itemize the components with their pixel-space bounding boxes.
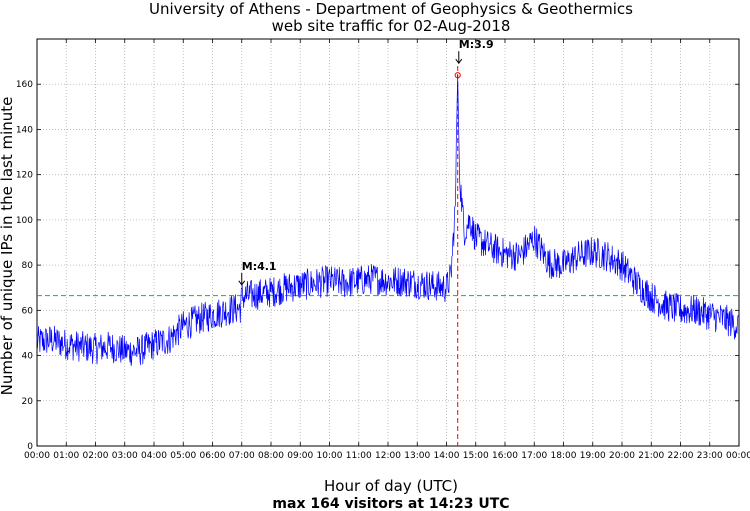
- x-axis-label: Hour of day (UTC): [324, 477, 458, 495]
- x-tick-label: 08:00: [258, 451, 284, 461]
- x-tick-label: 01:00: [53, 451, 79, 461]
- x-tick-label: 03:00: [112, 451, 138, 461]
- y-tick-label: 40: [22, 352, 34, 362]
- x-tick-label: 07:00: [229, 451, 255, 461]
- event-arrow-head: [455, 58, 463, 65]
- x-tick-label: 15:00: [463, 451, 489, 461]
- x-tick-label: 06:00: [200, 451, 226, 461]
- plot-frame: [36, 38, 740, 447]
- y-tick-label: 80: [22, 261, 34, 271]
- chart-subtitle: web site traffic for 02-Aug-2018: [272, 17, 511, 35]
- x-tick-label: 21:00: [638, 451, 664, 461]
- x-tick-label: 22:00: [668, 451, 694, 461]
- y-axis-label: Number of unique IPs in the last minute: [0, 97, 16, 396]
- x-tick-label: 20:00: [609, 451, 635, 461]
- x-tick-label: 05:00: [170, 451, 196, 461]
- y-tick-label: 120: [16, 171, 33, 181]
- y-tick-label: 100: [16, 216, 33, 226]
- x-tick-label: 02:00: [83, 451, 109, 461]
- y-tick-label: 20: [22, 397, 34, 407]
- y-tick-label: 0: [27, 442, 33, 452]
- x-tick-label: 16:00: [492, 451, 518, 461]
- grid-layer: [37, 39, 739, 446]
- x-tick-label: 17:00: [521, 451, 547, 461]
- x-tick-label: 00:00: [726, 451, 750, 461]
- x-tick-label: 23:00: [697, 451, 723, 461]
- max-visitors-note: max 164 visitors at 14:23 UTC: [272, 496, 509, 511]
- axes-layer: 00:00 01:00 02:00 03:00 04:00 05:00 06:00 07:00…: [16, 38, 750, 461]
- annotation-layer: M:4.1 M:3.9: [238, 38, 494, 286]
- x-tick-label: 00:00: [24, 451, 50, 461]
- x-tick-label: 14:00: [434, 451, 460, 461]
- event-annotation-label: M:4.1: [242, 260, 277, 273]
- event-annotation-label: M:3.9: [459, 38, 494, 51]
- x-tick-label: 04:00: [141, 451, 167, 461]
- peak-marker: [454, 72, 461, 79]
- y-tick-label: 160: [16, 80, 33, 90]
- x-tick-label: 11:00: [346, 451, 372, 461]
- x-tick-label: 18:00: [551, 451, 577, 461]
- chart-title: University of Athens - Department of Geo…: [149, 0, 633, 18]
- event-arrow-head: [238, 280, 246, 286]
- x-tick-label: 09:00: [287, 451, 313, 461]
- series-layer: [36, 66, 740, 446]
- x-tick-label: 12:00: [375, 451, 401, 461]
- y-tick-label: 60: [22, 306, 34, 316]
- y-tick-label: 140: [16, 125, 33, 135]
- x-tick-label: 10:00: [317, 451, 343, 461]
- x-tick-label: 13:00: [404, 451, 430, 461]
- x-tick-label: 19:00: [580, 451, 606, 461]
- visitors-series-line: [36, 75, 740, 366]
